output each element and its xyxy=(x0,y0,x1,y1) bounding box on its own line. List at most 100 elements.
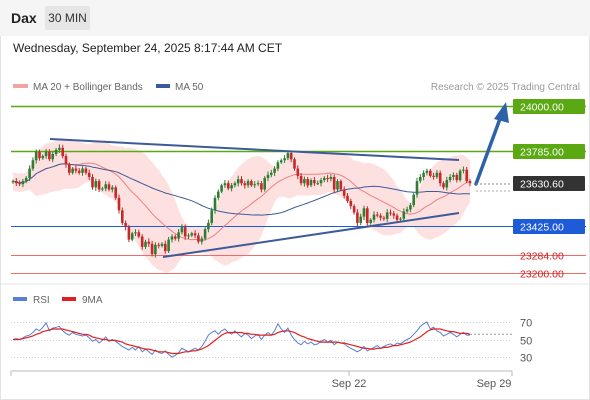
candle-body xyxy=(376,214,379,216)
level-label-box-23425.00 xyxy=(513,219,585,234)
candle-body xyxy=(399,218,402,220)
candle-body xyxy=(134,232,137,234)
candlesticks xyxy=(11,144,472,258)
candle-body xyxy=(213,197,217,211)
rsi-legend-label: RSI xyxy=(33,295,50,306)
trend-overlay xyxy=(49,102,510,258)
candle-body xyxy=(422,172,425,177)
candle-body xyxy=(283,158,286,161)
candle-body xyxy=(362,208,366,217)
candle-body xyxy=(279,160,283,163)
candle-body xyxy=(217,191,220,198)
candle-body xyxy=(462,169,465,171)
candle-body xyxy=(38,151,41,159)
candle-body xyxy=(369,219,372,223)
candle-body xyxy=(336,181,339,190)
candle-body xyxy=(465,169,468,182)
top-bar: Dax 30 MIN xyxy=(0,0,590,36)
candle-body xyxy=(183,227,187,237)
candle-body xyxy=(236,179,240,184)
candle-body xyxy=(382,217,386,219)
candle-body xyxy=(412,194,415,206)
candle-body xyxy=(419,177,422,182)
candle-body xyxy=(177,232,180,239)
candle-body xyxy=(253,184,256,186)
ma20-legend-label: MA 20 + Bollinger Bands xyxy=(33,82,143,93)
candle-body xyxy=(323,178,326,181)
candle-body xyxy=(18,183,21,185)
candle-body xyxy=(256,183,260,185)
candle-body xyxy=(24,178,28,182)
candle-body xyxy=(117,197,121,211)
candle-body xyxy=(276,162,280,169)
candle-body xyxy=(233,183,237,186)
level-label-23200.00: 23200.00 xyxy=(520,269,564,281)
candle-body xyxy=(54,149,58,154)
candle-body xyxy=(349,201,353,207)
candle-body xyxy=(286,153,290,159)
candle-body xyxy=(160,243,164,246)
candle-body xyxy=(34,151,38,161)
candle-body xyxy=(74,168,78,171)
candle-body xyxy=(197,235,200,242)
main-legend: MA 20 + Bollinger Bands MA 50 Research ©… xyxy=(13,82,580,93)
candle-body xyxy=(61,147,64,157)
candle-body xyxy=(379,215,382,218)
candle-body xyxy=(329,177,333,180)
candle-body xyxy=(44,151,48,157)
candle-body xyxy=(227,183,230,189)
candle-body xyxy=(356,212,359,223)
candle-body xyxy=(81,168,84,173)
candle-body xyxy=(154,244,157,255)
candle-body xyxy=(409,205,412,210)
candle-body xyxy=(260,183,263,190)
candle-body xyxy=(432,175,435,177)
candle-body xyxy=(372,214,376,220)
forecast-arrow xyxy=(474,114,503,186)
candle-body xyxy=(210,210,213,223)
candle-body xyxy=(316,183,319,185)
candle-body xyxy=(458,170,462,181)
candle-body xyxy=(147,241,151,244)
candle-body xyxy=(164,243,167,252)
candle-body xyxy=(41,156,45,159)
datetime-label: Wednesday, September 24, 2025 8:17:44 AM… xyxy=(13,41,283,55)
candle-body xyxy=(326,178,329,179)
candle-body xyxy=(157,244,160,246)
candle-body xyxy=(366,208,369,223)
level-label-23284.00: 23284.00 xyxy=(520,251,564,263)
candle-body xyxy=(94,181,98,188)
candle-body xyxy=(313,180,316,184)
rsi-legend: RSI 9MA xyxy=(13,295,103,306)
candle-body xyxy=(203,229,207,239)
arrowhead-icon xyxy=(494,102,509,123)
candle-body xyxy=(339,181,343,190)
candle-body xyxy=(140,236,144,247)
candle-body xyxy=(137,232,141,237)
rsi-axis-label-50: 50 xyxy=(520,336,532,348)
candle-body xyxy=(332,177,336,190)
candle-body xyxy=(15,181,18,184)
candle-body xyxy=(270,172,273,175)
candle-body xyxy=(64,156,68,165)
candle-body xyxy=(220,185,223,192)
candle-body xyxy=(289,153,293,160)
candle-body xyxy=(130,233,134,240)
candle-body xyxy=(107,184,111,190)
x-axis-label-sep22: Sep 22 xyxy=(332,378,367,390)
candle-body xyxy=(193,233,197,236)
candle-body xyxy=(392,213,396,216)
timeframe-button[interactable]: 30 MIN xyxy=(45,6,90,30)
candle-body xyxy=(167,239,170,252)
candle-body xyxy=(240,179,243,184)
candle-body xyxy=(452,174,455,177)
candle-body xyxy=(405,209,409,212)
candle-body xyxy=(58,147,61,150)
candle-body xyxy=(190,233,194,236)
candle-body xyxy=(31,160,35,169)
candle-body xyxy=(468,181,472,184)
candle-body xyxy=(415,181,419,195)
symbol-name[interactable]: Dax xyxy=(11,10,37,26)
candle-body xyxy=(319,180,323,184)
candle-body xyxy=(395,215,399,220)
